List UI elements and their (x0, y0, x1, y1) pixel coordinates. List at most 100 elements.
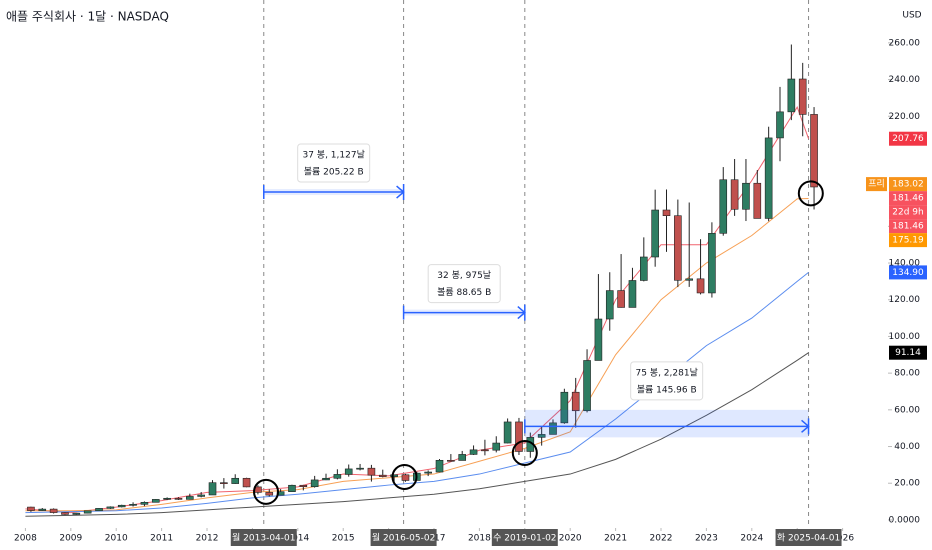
ma-line (25, 272, 809, 514)
candle-body (730, 179, 739, 210)
price-tag (889, 131, 927, 146)
candle-body (344, 468, 353, 475)
candle-body (810, 114, 818, 188)
candle-body (401, 474, 410, 481)
candle-body (299, 484, 308, 488)
candle-body (447, 459, 455, 462)
measure-arrow (396, 184, 405, 201)
candle-body (265, 492, 274, 496)
x-tick-label: 2021 (604, 534, 627, 544)
candle-body (322, 477, 330, 481)
measure-label-box (630, 361, 704, 401)
price-tag-badge (866, 177, 887, 192)
price-tag (889, 205, 927, 220)
candle-body (163, 497, 171, 500)
candle-body (27, 506, 35, 511)
price-tag-label: 91.14 (895, 348, 921, 358)
date-badge (370, 529, 437, 546)
candle-body (83, 510, 92, 514)
candle-body (151, 499, 160, 503)
price-tag (889, 233, 927, 248)
candle-body (594, 318, 603, 361)
price-tag-label: 181.46 (892, 194, 924, 204)
candle-body (662, 209, 671, 217)
candle-body (685, 278, 694, 281)
candle-body (197, 494, 205, 497)
measure-arrow (801, 418, 810, 435)
candle-body (515, 421, 523, 452)
measure-label-box (297, 143, 371, 183)
candle-body (458, 454, 467, 461)
candle-body (390, 474, 398, 477)
ma-line (25, 105, 810, 514)
x-tick-label: 2022 (650, 534, 673, 544)
x-tick-label: 2024 (740, 534, 763, 544)
highlight-circle (511, 439, 538, 466)
candle-body (435, 459, 444, 473)
y-tick-label: 100.00 (889, 332, 921, 342)
date-badge-label: 수 2019-01-02 (493, 533, 556, 544)
price-tag-label: 207.76 (892, 134, 924, 144)
date-badge-label: 월 2013-04-01 (232, 532, 295, 544)
candle-body (38, 508, 47, 511)
time-axis-panel (0, 528, 888, 550)
candle-body (764, 137, 773, 219)
candle-body (571, 391, 580, 412)
x-tick-label: 2011 (150, 534, 173, 544)
y-tick-label: 120.00 (889, 295, 921, 305)
candle-body (95, 508, 103, 512)
x-tick-label: 2026 (831, 534, 854, 544)
candle-body (49, 508, 58, 513)
price-tag (889, 219, 927, 234)
candle-body (708, 233, 716, 294)
price-tag (889, 265, 927, 280)
price-tag-label: 183.02 (892, 180, 924, 190)
candle-body (583, 360, 591, 412)
candle-body (469, 449, 478, 455)
price-tag-badge-label: 프리 (868, 179, 885, 190)
candle-body (628, 280, 637, 308)
candle-body (753, 182, 762, 219)
candle-body (549, 422, 557, 435)
price-tag-label: 22d 9h (892, 208, 923, 218)
axes: 0.0000 20.00 40.00 60.00 80.00 100.00 120.00 14… (14, 38, 927, 546)
candle-body (378, 474, 387, 477)
y-tick-label: 0.0000 (889, 515, 921, 525)
y-tick-label: 20.00 (894, 479, 920, 489)
measure-label: 32 봉, 975날 (437, 270, 491, 281)
candle-body (174, 497, 183, 500)
candle-body (220, 482, 228, 484)
candle-body (798, 78, 807, 115)
candle-body (651, 209, 659, 258)
candle-body (617, 290, 625, 308)
y-tick-label: 140.00 (889, 259, 921, 269)
date-badge (230, 529, 297, 546)
candle-body (560, 391, 569, 424)
candle-body (640, 256, 648, 281)
x-tick-label: 2012 (196, 534, 219, 544)
candle-body (742, 182, 750, 210)
candle-body (333, 474, 342, 479)
measure-label: 볼륨 205.22 B (304, 167, 364, 178)
candle-body (242, 477, 251, 488)
x-tick-label: 2020 (559, 534, 582, 544)
candle-body (776, 111, 784, 139)
candle-body (208, 482, 217, 496)
y-tick-label: 60.00 (894, 405, 920, 415)
candle-body (117, 504, 126, 508)
y-tick-label: 220.00 (889, 112, 921, 122)
candle-body (72, 512, 81, 515)
highlight-circle (253, 478, 280, 505)
candle-body (288, 484, 296, 492)
candle-body (719, 179, 728, 234)
price-tag (889, 345, 927, 360)
candle-body (492, 442, 501, 451)
candle-body (674, 215, 682, 281)
price-tag (889, 177, 927, 192)
candle-body (61, 512, 69, 515)
measure-arrow (517, 304, 526, 321)
candle-body (696, 278, 705, 294)
candle-body (186, 496, 194, 500)
